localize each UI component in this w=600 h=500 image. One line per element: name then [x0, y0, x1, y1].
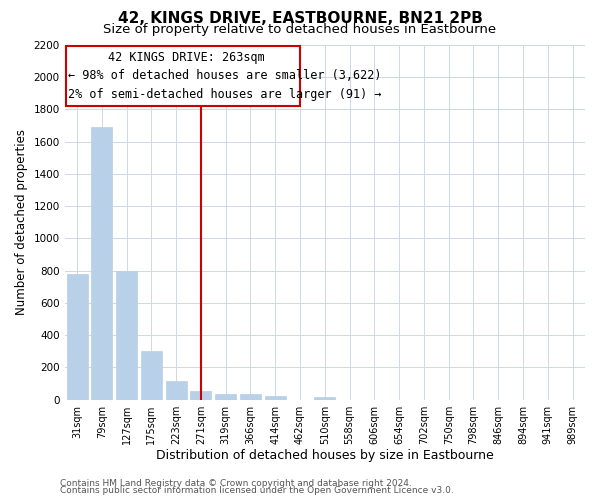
Text: ← 98% of detached houses are smaller (3,622): ← 98% of detached houses are smaller (3,… — [68, 69, 382, 82]
Bar — [116, 270, 137, 400]
Text: 42 KINGS DRIVE: 263sqm: 42 KINGS DRIVE: 263sqm — [109, 52, 265, 64]
Bar — [67, 274, 88, 400]
Bar — [215, 394, 236, 400]
Text: Contains HM Land Registry data © Crown copyright and database right 2024.: Contains HM Land Registry data © Crown c… — [60, 478, 412, 488]
Text: 2% of semi-detached houses are larger (91) →: 2% of semi-detached houses are larger (9… — [68, 88, 382, 102]
FancyBboxPatch shape — [66, 46, 300, 106]
Bar — [314, 398, 335, 400]
Bar — [91, 127, 112, 400]
Y-axis label: Number of detached properties: Number of detached properties — [15, 130, 28, 316]
Bar — [265, 396, 286, 400]
Text: Contains public sector information licensed under the Open Government Licence v3: Contains public sector information licen… — [60, 486, 454, 495]
Bar — [190, 391, 211, 400]
X-axis label: Distribution of detached houses by size in Eastbourne: Distribution of detached houses by size … — [156, 450, 494, 462]
Text: Size of property relative to detached houses in Eastbourne: Size of property relative to detached ho… — [103, 22, 497, 36]
Bar — [141, 352, 162, 400]
Text: 42, KINGS DRIVE, EASTBOURNE, BN21 2PB: 42, KINGS DRIVE, EASTBOURNE, BN21 2PB — [118, 11, 482, 26]
Bar — [240, 394, 261, 400]
Bar — [166, 381, 187, 400]
